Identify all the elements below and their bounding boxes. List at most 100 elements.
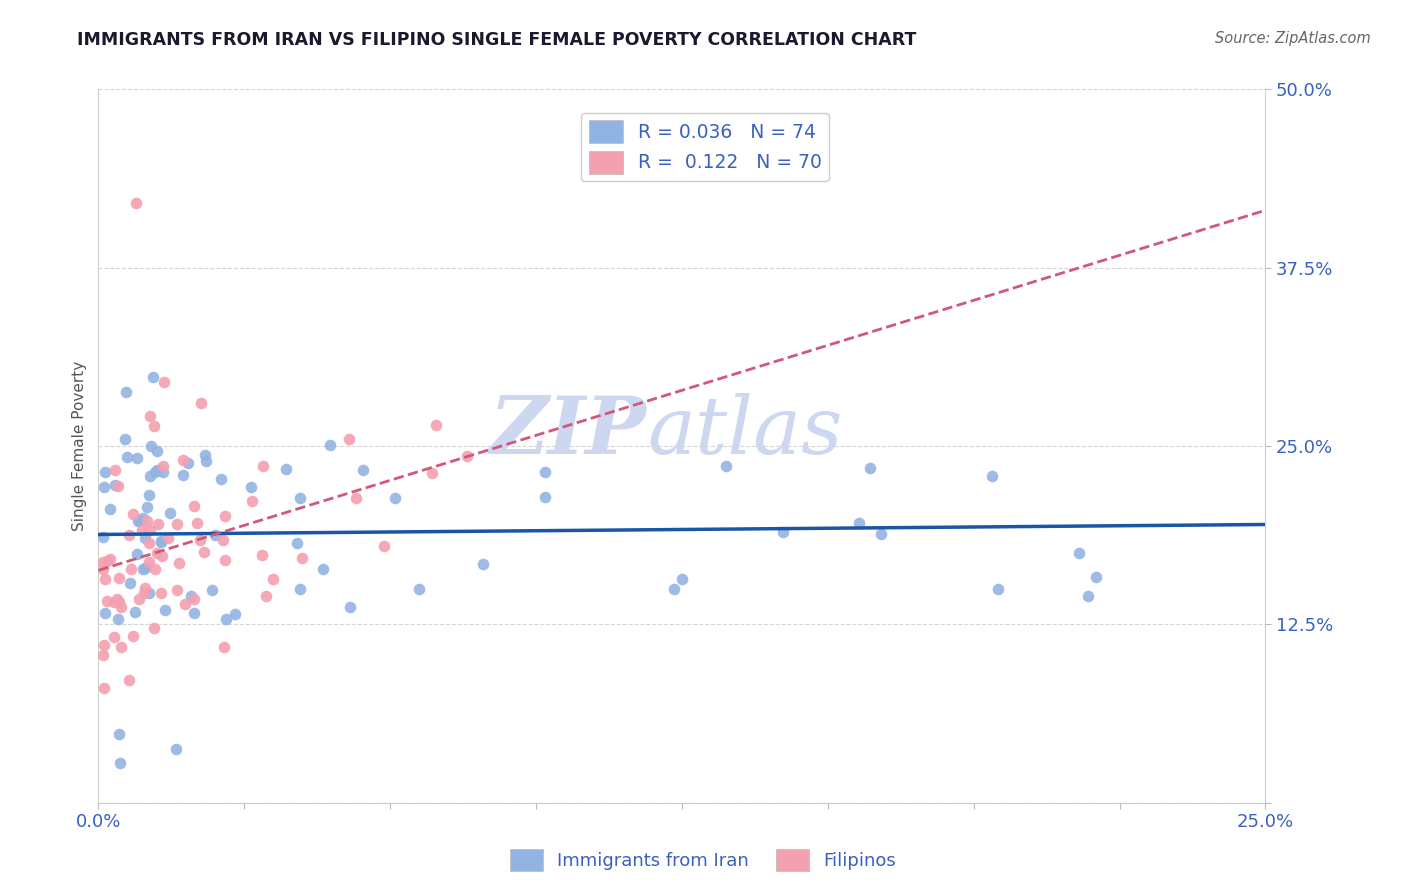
Point [183, 591, 205, 606]
Point [149, 533, 172, 548]
Point [110, 756, 132, 770]
Point [155, 603, 177, 617]
Point [96, 594, 118, 608]
Text: Source: ZipAtlas.com: Source: ZipAtlas.com [1215, 31, 1371, 46]
Point [165, 741, 187, 756]
Point [138, 523, 160, 537]
Point [108, 571, 131, 585]
Point [981, 469, 1004, 483]
Point [240, 493, 263, 508]
Point [167, 556, 190, 570]
Point [319, 438, 342, 452]
Point [408, 582, 430, 597]
Point [1069, 546, 1091, 560]
Point [290, 491, 312, 505]
Point [93, 681, 115, 695]
Point [201, 582, 224, 597]
Point [134, 531, 156, 545]
Point [533, 465, 555, 479]
Point [195, 454, 218, 468]
Point [188, 533, 211, 547]
Point [714, 459, 737, 474]
Point [848, 516, 870, 531]
Point [127, 514, 149, 528]
Point [128, 513, 150, 527]
Point [1077, 590, 1099, 604]
Point [143, 562, 166, 576]
Point [190, 396, 212, 410]
Point [134, 561, 156, 575]
Point [183, 500, 205, 514]
Point [124, 605, 146, 619]
Point [177, 456, 200, 470]
Point [143, 465, 166, 479]
Point [214, 509, 236, 524]
Point [148, 517, 170, 532]
Point [93, 572, 115, 586]
Point [132, 562, 155, 576]
Point [100, 501, 122, 516]
Point [120, 576, 142, 591]
Point [103, 630, 125, 644]
Point [98, 552, 121, 566]
Point [250, 548, 273, 562]
Point [288, 582, 311, 596]
Point [352, 463, 374, 477]
Point [224, 607, 246, 621]
Point [173, 597, 195, 611]
Point [339, 600, 361, 615]
Point [94, 465, 117, 479]
Point [212, 533, 235, 548]
Point [114, 384, 136, 399]
Point [110, 599, 132, 614]
Point [152, 458, 174, 473]
Point [91, 648, 114, 662]
Point [180, 589, 202, 603]
Point [121, 507, 143, 521]
Point [139, 409, 162, 423]
Point [262, 572, 284, 586]
Point [214, 553, 236, 567]
Point [127, 450, 149, 465]
Point [291, 550, 314, 565]
Point [134, 582, 156, 596]
Point [138, 555, 160, 569]
Legend: Immigrants from Iran, Filipinos: Immigrants from Iran, Filipinos [503, 842, 903, 879]
Point [143, 621, 166, 635]
Point [125, 547, 148, 561]
Point [157, 531, 180, 545]
Point [110, 640, 132, 655]
Point [150, 549, 173, 563]
Point [166, 517, 188, 532]
Point [138, 488, 160, 502]
Point [870, 527, 893, 541]
Point [96, 554, 118, 568]
Point [93, 638, 115, 652]
Point [772, 524, 794, 539]
Point [118, 528, 141, 542]
Point [114, 432, 136, 446]
Point [172, 452, 194, 467]
Point [149, 535, 172, 549]
Point [108, 595, 131, 609]
Point [152, 375, 174, 389]
Point [115, 450, 138, 465]
Point [471, 558, 494, 572]
Point [107, 479, 129, 493]
Point [172, 467, 194, 482]
Point [1084, 570, 1107, 584]
Point [120, 562, 142, 576]
Point [252, 458, 274, 473]
Point [118, 673, 141, 687]
Point [103, 595, 125, 609]
Point [662, 582, 685, 596]
Text: ZIP: ZIP [491, 393, 647, 470]
Point [135, 500, 157, 515]
Point [456, 449, 478, 463]
Legend: R = 0.036   N = 74, R =  0.122   N = 70: R = 0.036 N = 74, R = 0.122 N = 70 [582, 113, 830, 181]
Point [91, 555, 114, 569]
Point [204, 527, 226, 541]
Point [373, 540, 395, 554]
Point [384, 491, 406, 505]
Point [91, 562, 114, 576]
